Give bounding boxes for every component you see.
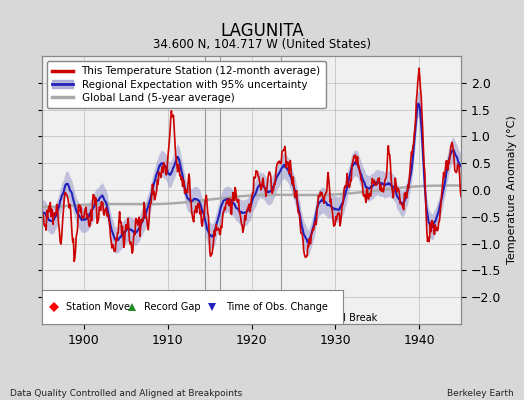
- Text: LAGUNITA: LAGUNITA: [220, 22, 304, 40]
- Text: Station Move: Station Move: [66, 302, 130, 312]
- Text: Record Gap: Record Gap: [144, 302, 201, 312]
- Y-axis label: Temperature Anomaly (°C): Temperature Anomaly (°C): [507, 116, 517, 264]
- Text: Berkeley Earth: Berkeley Earth: [447, 389, 514, 398]
- Text: Data Quality Controlled and Aligned at Breakpoints: Data Quality Controlled and Aligned at B…: [10, 389, 243, 398]
- Text: Time of Obs. Change: Time of Obs. Change: [226, 302, 328, 312]
- Text: ■  Empirical Break: ■ Empirical Break: [285, 312, 377, 322]
- Legend: This Temperature Station (12-month average), Regional Expectation with 95% uncer: This Temperature Station (12-month avera…: [47, 61, 326, 108]
- Text: 34.600 N, 104.717 W (United States): 34.600 N, 104.717 W (United States): [153, 38, 371, 51]
